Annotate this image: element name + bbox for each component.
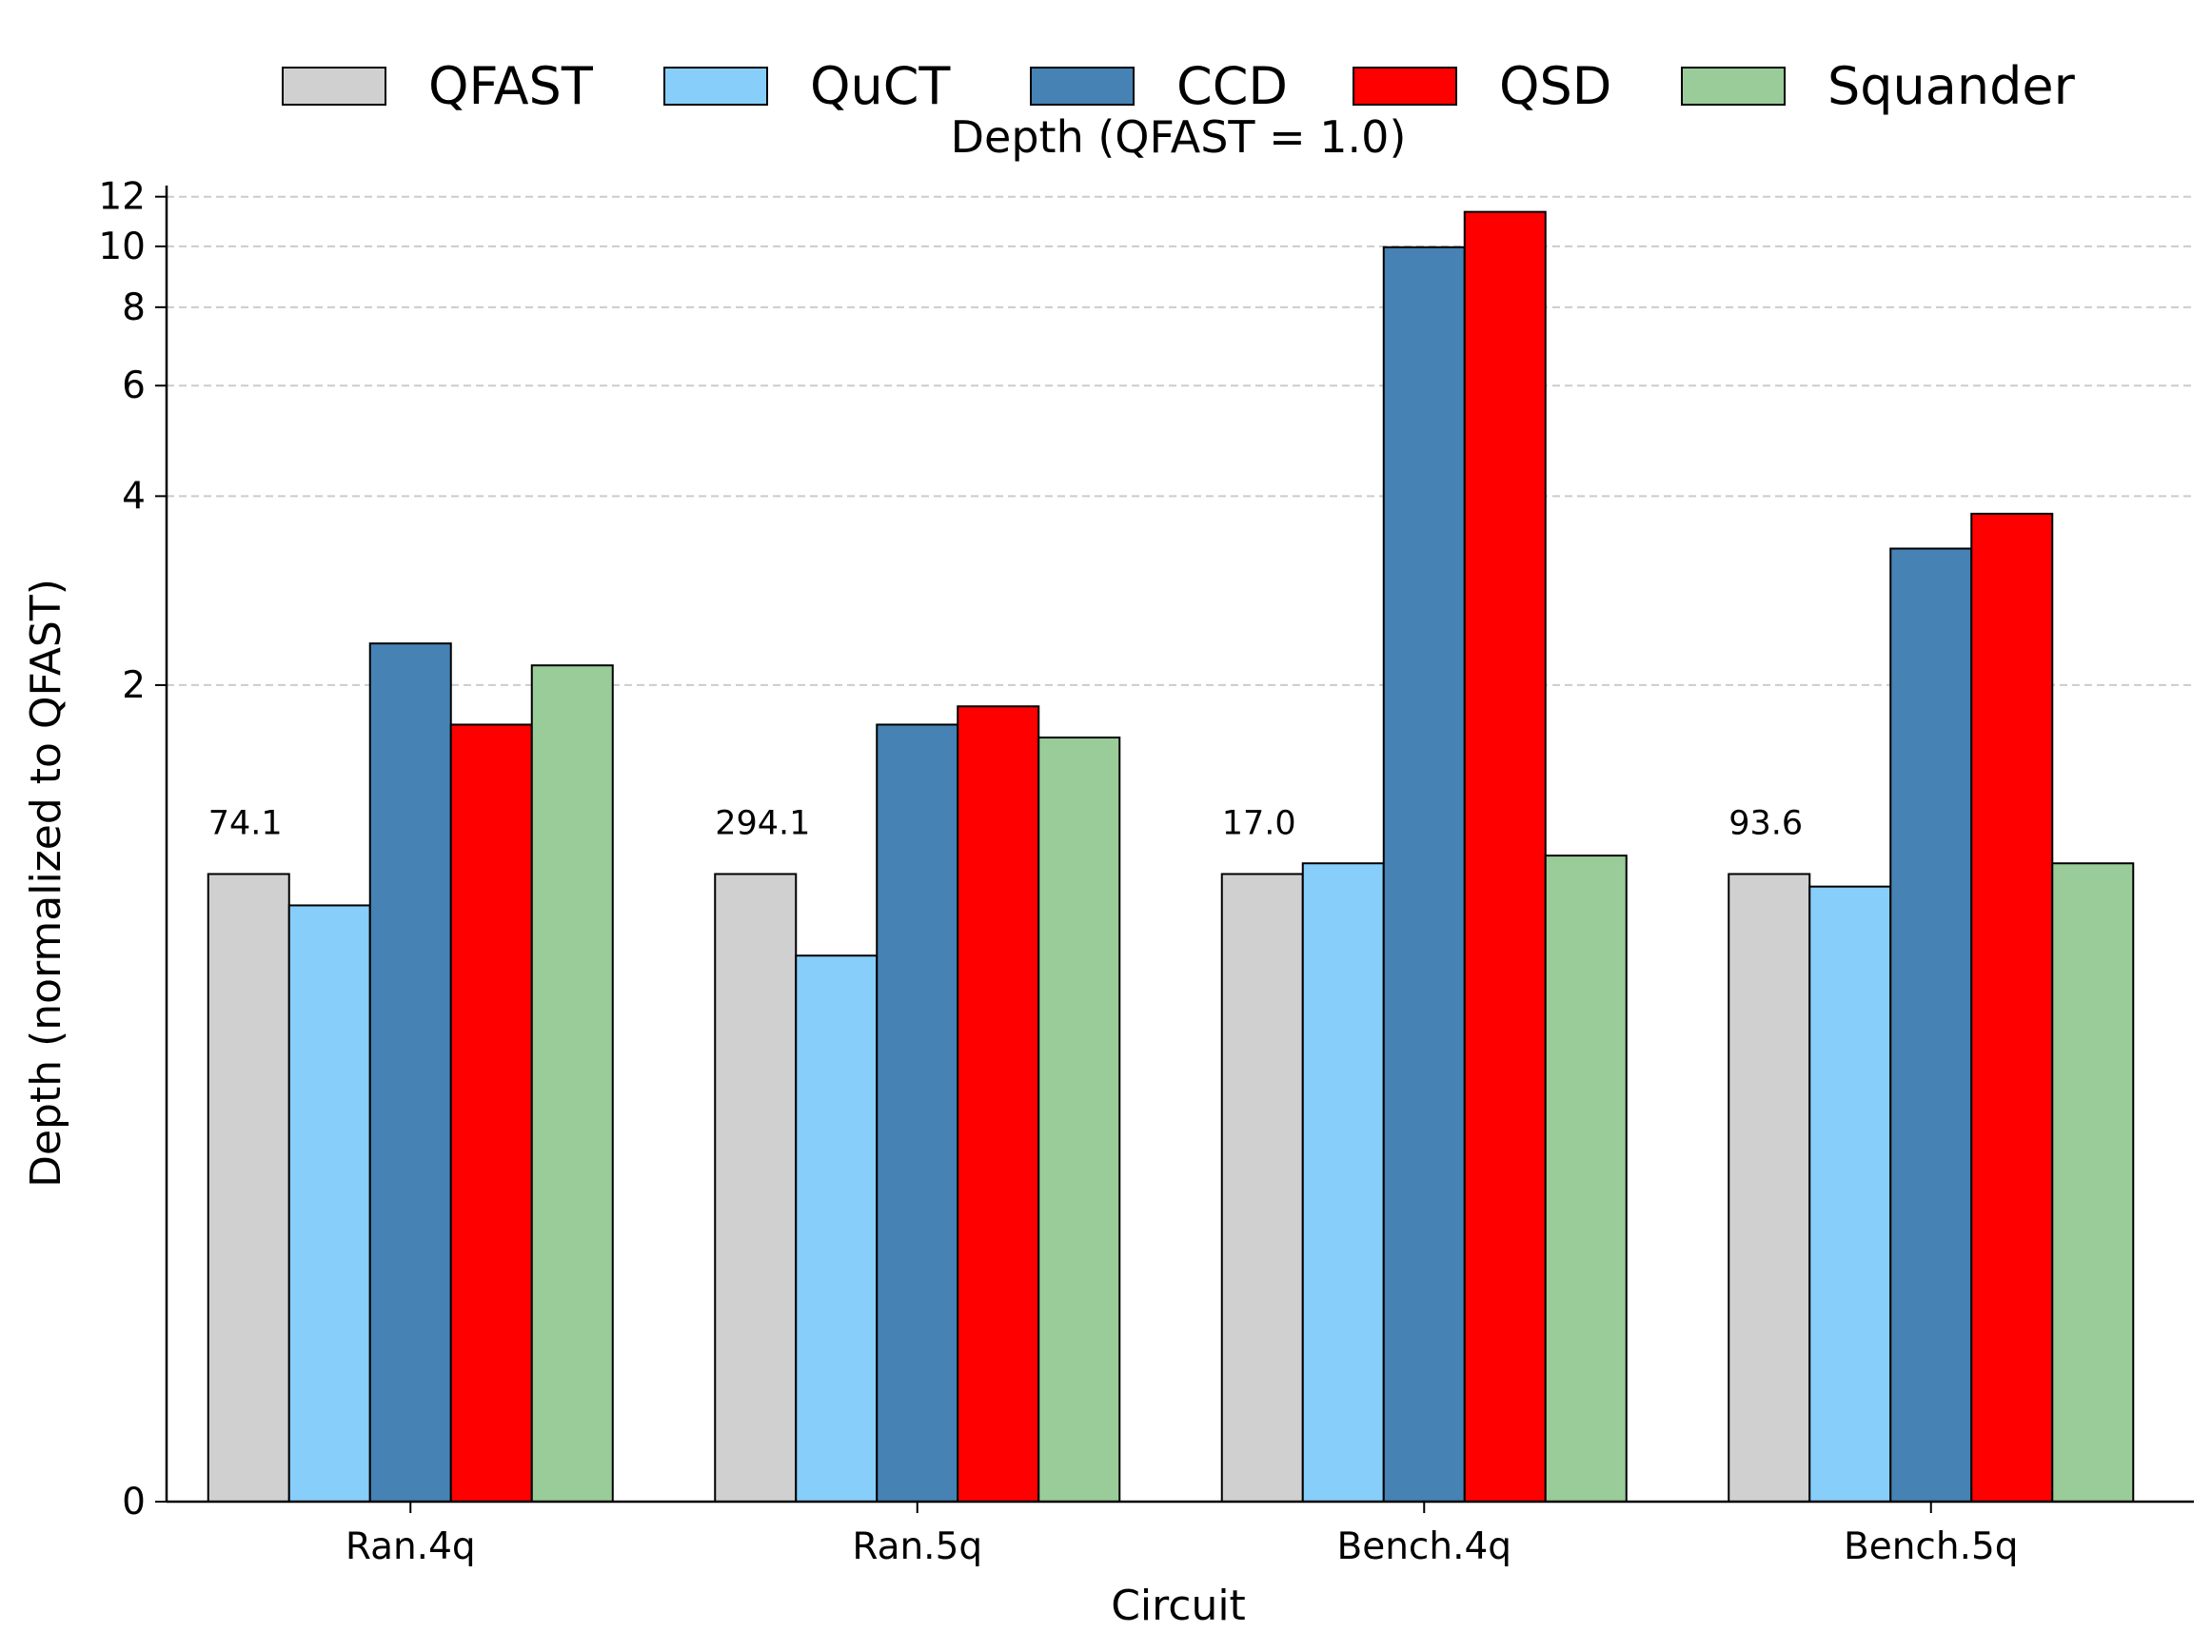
y-ticks: 0 2 4 6 8 10 12	[98, 176, 167, 1524]
legend-swatch-squander	[1681, 67, 1786, 106]
x-axis-label: Circuit	[1111, 1582, 1246, 1630]
annotation-bench-4q: 17.0	[1222, 804, 1296, 842]
annotations: 74.1 294.1 17.0 93.6	[208, 804, 1803, 842]
y-tick-label-2: 2	[122, 664, 146, 707]
legend-swatch-qfast	[282, 67, 386, 106]
bar-ccd-ran-4q	[368, 642, 452, 1503]
annotation-bench-5q: 93.6	[1728, 804, 1803, 842]
annotation-ran-5q: 294.1	[715, 804, 810, 842]
legend-swatch-quct	[663, 67, 768, 106]
y-axis-label: Depth (normalized to QFAST)	[22, 579, 70, 1188]
legend-label-qfast: QFAST	[428, 56, 594, 116]
bar-qsd-bench-4q	[1463, 210, 1547, 1503]
bar-qfast-ran-5q	[714, 873, 798, 1503]
annotation-ran-4q: 74.1	[208, 804, 283, 842]
bar-quct-bench-5q	[1808, 885, 1892, 1503]
x-tick-label-bench-4q: Bench.4q	[1336, 1525, 1511, 1568]
bar-ccd-bench-4q	[1382, 246, 1466, 1503]
chart-title: Depth (QFAST = 1.0)	[951, 111, 1407, 163]
legend-swatch-qsd	[1353, 67, 1457, 106]
y-tick-label-6: 6	[122, 364, 146, 407]
bar-quct-ran-4q	[287, 904, 371, 1503]
x-tick-label-bench-5q: Bench.5q	[1844, 1525, 2019, 1568]
bar-squander-bench-5q	[2051, 862, 2135, 1503]
bars	[207, 210, 2135, 1503]
bar-qfast-bench-5q	[1728, 873, 1811, 1503]
bar-ccd-bench-5q	[1889, 547, 1973, 1503]
gridlines	[167, 195, 2194, 686]
y-tick-label-8: 8	[122, 286, 146, 329]
legend-label-quct: QuCT	[810, 56, 951, 116]
bar-squander-ran-4q	[530, 664, 614, 1503]
y-tick-label-12: 12	[98, 176, 146, 219]
legend: QFAST QuCT CCD QSD Squander	[282, 56, 2076, 116]
bar-qsd-ran-5q	[957, 705, 1040, 1503]
legend-swatch-ccd	[1030, 67, 1135, 106]
bar-quct-bench-4q	[1301, 862, 1385, 1503]
bar-squander-bench-4q	[1544, 855, 1628, 1503]
bar-qfast-bench-4q	[1220, 873, 1304, 1503]
bar-qsd-bench-5q	[1970, 512, 2054, 1503]
legend-label-squander: Squander	[1827, 56, 2076, 116]
bar-ccd-ran-5q	[876, 723, 959, 1503]
bar-squander-ran-5q	[1037, 737, 1121, 1503]
legend-label-qsd: QSD	[1499, 56, 1611, 116]
legend-label-ccd: CCD	[1176, 56, 1288, 116]
y-tick-label-0: 0	[122, 1481, 146, 1524]
axes	[165, 186, 2194, 1504]
bar-qsd-ran-4q	[449, 723, 533, 1503]
x-tick-label-ran-5q: Ran.5q	[852, 1525, 982, 1568]
x-ticks: Ran.4q Ran.5q Bench.4q Bench.5q	[346, 1502, 2019, 1568]
x-tick-label-ran-4q: Ran.4q	[346, 1525, 476, 1568]
y-tick-label-10: 10	[98, 226, 146, 268]
y-tick-label-4: 4	[122, 475, 146, 518]
bar-quct-ran-5q	[795, 954, 879, 1503]
bar-qfast-ran-4q	[207, 873, 290, 1503]
